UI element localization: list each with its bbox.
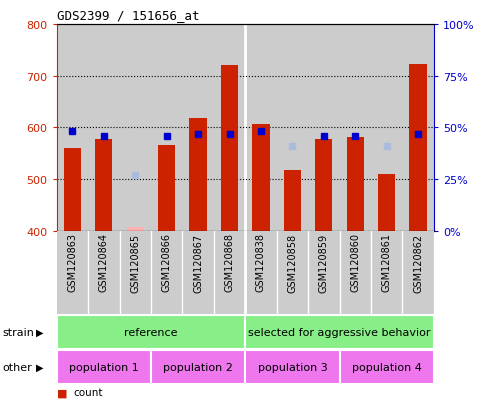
- Bar: [402, 231, 434, 314]
- Bar: [57, 350, 151, 384]
- Bar: [57, 231, 88, 314]
- Text: GDS2399 / 151656_at: GDS2399 / 151656_at: [57, 9, 199, 22]
- Bar: [245, 25, 277, 231]
- Bar: [340, 350, 434, 384]
- Text: ▶: ▶: [35, 327, 43, 337]
- Text: GSM120838: GSM120838: [256, 233, 266, 292]
- Bar: [127, 227, 144, 231]
- Text: GSM120867: GSM120867: [193, 233, 203, 292]
- Bar: [340, 231, 371, 314]
- Bar: [57, 315, 245, 349]
- Bar: [245, 315, 434, 349]
- Bar: [119, 231, 151, 314]
- Text: GSM120862: GSM120862: [413, 233, 423, 292]
- Bar: [284, 170, 301, 231]
- Bar: [57, 25, 88, 231]
- Text: GSM120858: GSM120858: [287, 233, 297, 292]
- Bar: [95, 140, 112, 231]
- Bar: [221, 66, 238, 231]
- Bar: [88, 25, 119, 231]
- Text: selected for aggressive behavior: selected for aggressive behavior: [248, 327, 431, 337]
- Bar: [347, 138, 364, 231]
- Bar: [378, 174, 395, 231]
- Bar: [371, 25, 402, 231]
- Bar: [214, 25, 246, 231]
- Bar: [151, 231, 182, 314]
- Bar: [151, 25, 182, 231]
- Text: GSM120859: GSM120859: [319, 233, 329, 292]
- Text: GSM120861: GSM120861: [382, 233, 392, 292]
- Bar: [88, 231, 119, 314]
- Bar: [158, 146, 176, 231]
- Text: population 3: population 3: [257, 362, 327, 372]
- Text: GSM120866: GSM120866: [162, 233, 172, 292]
- Text: other: other: [2, 362, 32, 372]
- Bar: [402, 25, 434, 231]
- Text: strain: strain: [2, 327, 35, 337]
- Bar: [308, 231, 340, 314]
- Text: ■: ■: [57, 387, 67, 397]
- Text: population 1: population 1: [69, 362, 139, 372]
- Bar: [277, 25, 308, 231]
- Bar: [214, 231, 246, 314]
- Bar: [245, 350, 340, 384]
- Text: GSM120863: GSM120863: [68, 233, 77, 292]
- Text: GSM120868: GSM120868: [224, 233, 235, 292]
- Text: GSM120865: GSM120865: [130, 233, 141, 292]
- Bar: [182, 25, 214, 231]
- Bar: [119, 25, 151, 231]
- Bar: [410, 65, 427, 231]
- Bar: [252, 124, 270, 231]
- Text: population 4: population 4: [352, 362, 422, 372]
- Text: population 2: population 2: [163, 362, 233, 372]
- Bar: [315, 140, 332, 231]
- Bar: [277, 231, 308, 314]
- Bar: [151, 350, 245, 384]
- Text: GSM120860: GSM120860: [350, 233, 360, 292]
- Bar: [371, 231, 402, 314]
- Text: reference: reference: [124, 327, 178, 337]
- Bar: [182, 231, 214, 314]
- Text: count: count: [73, 387, 103, 397]
- Bar: [340, 25, 371, 231]
- Bar: [308, 25, 340, 231]
- Bar: [245, 231, 277, 314]
- Bar: [64, 149, 81, 231]
- Bar: [189, 119, 207, 231]
- Text: GSM120864: GSM120864: [99, 233, 109, 292]
- Text: ▶: ▶: [35, 362, 43, 372]
